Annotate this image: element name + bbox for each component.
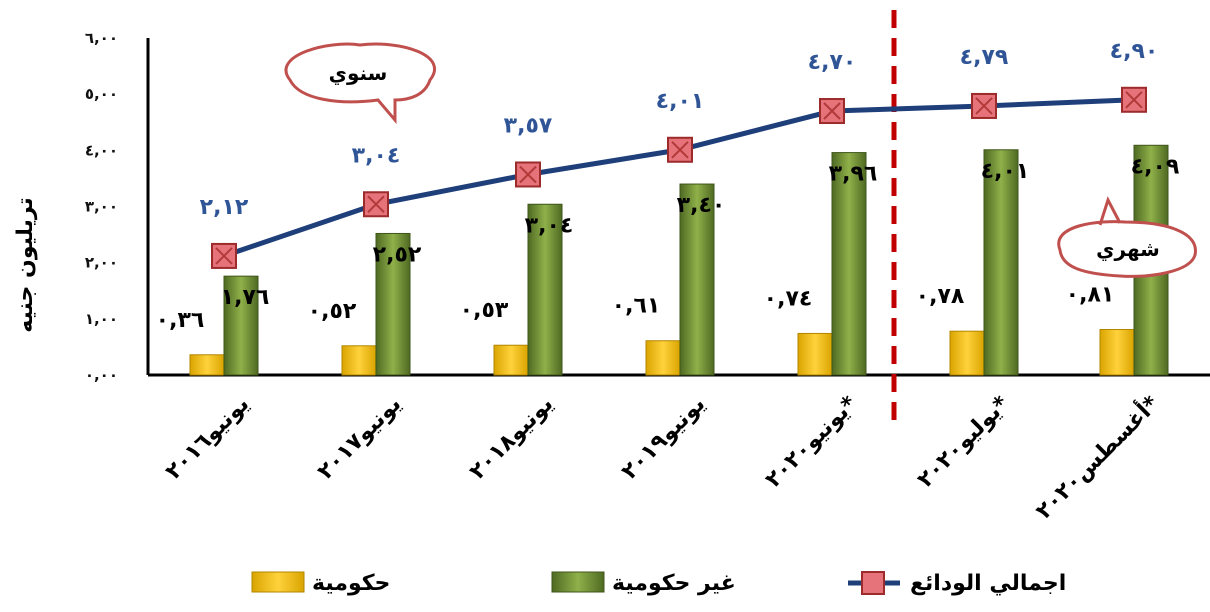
data-label-government: ٠,٥٢: [308, 299, 357, 324]
x-tick-label: أغسطس٢٠٢٠*: [1029, 388, 1165, 524]
data-label-non-government: ٤,٠٩: [1131, 154, 1180, 179]
bar-non-government: [831, 152, 867, 376]
marker-cross: [367, 195, 385, 213]
y-tick-label: ١,٠٠: [85, 310, 118, 328]
y-tick-label: ٦,٠٠: [85, 29, 118, 47]
data-label-total-deposits: ٤,٩٠: [1110, 39, 1159, 64]
x-tick-label: يوليو٢٠٢٠*: [913, 391, 1015, 493]
callout-annual: [284, 42, 437, 125]
data-label-total-deposits: ٤,٠١: [656, 89, 705, 114]
marker-cross: [975, 97, 993, 115]
legend-swatch-government: [251, 571, 305, 593]
bar-government: [189, 354, 225, 376]
legend-label-government: حكومية: [312, 571, 390, 596]
bar-government: [1099, 329, 1135, 376]
y-tick-label: ٠,٠٠: [85, 366, 118, 384]
x-tick-label: يونيو٢٠١٧: [313, 392, 406, 485]
bar-non-government: [679, 183, 715, 376]
data-label-total-deposits: ٤,٧٠: [808, 50, 857, 75]
data-label-government: ٠,٣٦: [156, 308, 205, 333]
data-label-government: ٠,٥٣: [460, 298, 509, 323]
marker-cross: [671, 141, 689, 159]
legend-swatch-non-government: [551, 571, 605, 593]
data-label-non-government: ٢,٥٢: [373, 242, 422, 267]
y-tick-label: ٣,٠٠: [85, 198, 118, 216]
x-tick-label: يونيو٢٠١٩: [617, 392, 710, 485]
legend-label-total: اجمالي الودائع: [910, 571, 1066, 596]
data-label-non-government: ٣,٠٤: [525, 213, 574, 238]
bar-government: [797, 332, 833, 376]
data-label-government: ٠,٧٨: [916, 284, 965, 309]
data-label-non-government: ٣,٩٦: [829, 162, 878, 187]
y-axis-title: تريليون جنيه: [13, 197, 38, 333]
data-label-total-deposits: ٢,١٢: [200, 195, 249, 220]
bar-non-government: [527, 203, 563, 376]
data-label-government: ٠,٦١: [612, 294, 661, 319]
callout-annual-text: سنوي: [329, 61, 388, 86]
bar-non-government: [223, 275, 259, 376]
marker-cross: [215, 247, 233, 265]
legend-label-non-government: غير حكومية: [612, 571, 736, 596]
data-label-total-deposits: ٤,٧٩: [960, 45, 1009, 70]
bar-government: [341, 345, 377, 376]
legend-marker-total: [861, 571, 885, 595]
data-label-total-deposits: ٣,٠٤: [352, 143, 401, 168]
y-tick-label: ٥,٠٠: [85, 85, 118, 103]
data-label-government: ٠,٨١: [1066, 283, 1115, 308]
bar-non-government: [375, 232, 411, 376]
x-tick-label: يونيو٢٠١٦: [161, 392, 254, 485]
x-tick-label: يونيو٢٠٢٠*: [761, 391, 863, 493]
data-label-non-government: ٤,٠١: [981, 159, 1030, 184]
bar-non-government: [983, 149, 1019, 376]
bar-government: [493, 344, 529, 376]
data-label-government: ٠,٧٤: [764, 286, 813, 311]
y-tick-label: ٢,٠٠: [85, 254, 118, 272]
data-label-non-government: ٣,٤٠: [677, 193, 726, 218]
y-tick-label: ٤,٠٠: [85, 141, 118, 159]
bar-government: [949, 330, 985, 376]
marker-cross: [519, 165, 537, 184]
data-label-total-deposits: ٣,٥٧: [504, 113, 553, 138]
callout-monthly: [1057, 196, 1197, 278]
callout-monthly-text: شهري: [1096, 237, 1160, 262]
marker-cross: [823, 102, 841, 120]
marker-cross: [1125, 91, 1143, 109]
x-tick-label: يونيو٢٠١٨: [465, 392, 558, 485]
data-label-non-government: ١,٧٦: [221, 285, 270, 310]
bar-government: [645, 340, 681, 376]
